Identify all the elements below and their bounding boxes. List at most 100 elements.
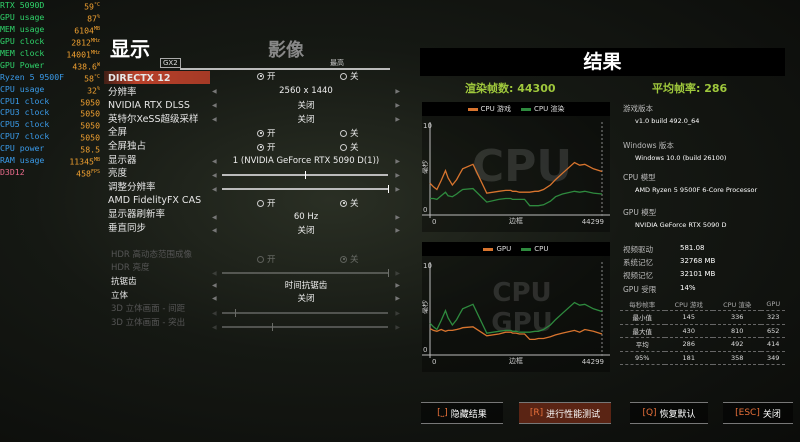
arrow-right-icon[interactable]: ▶ [395,226,400,234]
radio-on[interactable]: 开 [257,197,276,209]
on-off-toggle[interactable]: 开关 [212,253,400,265]
slider-handle[interactable] [388,269,389,277]
arrow-left-icon[interactable]: ◀ [212,269,217,277]
stereo-select[interactable]: ◀ 关闭 ▶ [212,292,400,304]
arrow-left-icon[interactable]: ◀ [212,309,217,317]
arrow-left-icon[interactable]: ◀ [212,157,217,165]
arrow-right-icon[interactable]: ▶ [395,281,400,289]
arrow-left-icon[interactable]: ◀ [212,281,217,289]
setting-label[interactable]: 全屏 [108,127,128,139]
run-benchmark-button[interactable]: [R] 进行性能测试 [519,402,611,424]
radio-off[interactable]: 关 [340,197,359,209]
slider-handle[interactable] [388,185,389,193]
dlss-select[interactable]: ◀ 关闭 ▶ [212,99,400,111]
arrow-left-icon[interactable]: ◀ [212,171,217,179]
radio-off[interactable]: 关 [340,70,359,82]
radio-on[interactable]: 开 [257,70,276,82]
setting-label[interactable]: NVIDIA RTX DLSS [108,100,190,112]
slider-handle[interactable] [235,309,237,317]
setting-label[interactable]: 英特尔XeSS超级采样 [108,113,199,125]
arrow-right-icon[interactable]: ▶ [395,115,400,123]
radio-on[interactable]: 开 [257,253,276,265]
setting-label[interactable]: 3D 立体画面 - 间距 [111,304,186,315]
setting-label[interactable]: 立体 [111,290,129,301]
on-off-toggle[interactable]: 开关 [212,141,400,153]
setting-label[interactable]: 分辨率 [108,86,137,98]
arrow-right-icon[interactable]: ▶ [395,294,400,302]
resolution-select[interactable]: ◀ 2560 x 1440 ▶ [212,85,400,97]
tab-display[interactable]: 显示 [110,37,150,61]
radio-off[interactable]: 关 [340,127,359,139]
setting-label[interactable]: HDR 亮度 [111,263,150,274]
x-axis-label: 边框 [509,356,523,365]
setting-label[interactable]: AMD FidelityFX CAS [108,195,202,207]
arrow-left-icon[interactable]: ◀ [212,226,217,234]
overlay-row: CPU7 clock 5050 [0,131,100,143]
arrow-left-icon[interactable]: ◀ [212,101,217,109]
setting-label[interactable]: 全屏独占 [108,140,147,152]
chart-legend: CPU 游戏 CPU 渲染 [422,102,610,116]
monitor-select[interactable]: ◀ 1 (NVIDIA GeForce RTX 5090 D(1)) ▶ [212,155,400,167]
hide-results-button[interactable]: [⎵] 隐藏结果 [421,402,503,424]
setting-label[interactable]: HDR 高动态范围成像 [111,249,193,260]
slider-track[interactable] [222,309,388,317]
arrow-right-icon[interactable]: ▶ [395,213,400,221]
table-row: 95% 181 358 349 [620,351,785,365]
radio-off[interactable]: 关 [340,141,359,153]
arrow-left-icon[interactable]: ◀ [212,213,217,221]
vsync-select[interactable]: ◀ 关闭 ▶ [212,224,400,236]
setting-label[interactable]: 显示器刷新率 [108,208,166,220]
series-line [429,161,603,194]
refresh-select[interactable]: ◀ 60 Hz ▶ [212,211,400,223]
setting-label[interactable]: 显示器 [108,154,137,166]
slider-handle[interactable] [305,171,306,179]
radio-off-label: 关 [350,255,359,265]
arrow-right-icon[interactable]: ▶ [395,87,400,95]
setting-label[interactable]: 3D 立体画面 - 突出 [111,317,186,328]
stereo-distance-slider[interactable]: ◀ ▶ [212,307,400,319]
arrow-left-icon[interactable]: ◀ [212,87,217,95]
brightness-slider[interactable]: ◀ ▶ [212,169,400,181]
slider-track[interactable] [222,269,389,277]
radio-on[interactable]: 开 [257,127,276,139]
resolution-scale-slider[interactable]: ◀ ▶ [212,183,400,195]
arrow-left-icon[interactable]: ◀ [212,115,217,123]
arrow-right-icon[interactable]: ▶ [395,157,400,165]
slider-track[interactable] [222,171,388,179]
setting-label[interactable] [108,235,201,249]
arrow-right-icon[interactable]: ▶ [395,101,400,109]
setting-label[interactable]: 亮度 [108,168,128,180]
arrow-left-icon[interactable]: ◀ [212,294,217,302]
antialiasing-select[interactable]: ◀ 时间抗锯齿 ▶ [212,279,400,291]
legend-label: CPU [534,245,549,253]
slider-track[interactable] [222,185,389,193]
setting-label[interactable]: 垂直同步 [108,222,147,234]
slider-track[interactable] [222,323,388,331]
on-off-toggle[interactable]: 开关 [212,197,400,209]
arrow-left-icon[interactable]: ◀ [212,323,217,331]
arrow-left-icon[interactable]: ◀ [212,185,217,193]
arrow-right-icon[interactable]: ▶ [395,269,400,277]
arrow-right-icon[interactable]: ▶ [395,323,400,331]
radio-off[interactable]: 关 [340,253,359,265]
slider-handle[interactable] [271,323,273,331]
restore-defaults-button[interactable]: [Q] 恢复默认 [630,402,708,424]
radio-icon [257,143,264,151]
overlay-number: 2812 [71,37,91,48]
close-button[interactable]: [ESC] 关闭 [723,402,793,424]
setting-label[interactable]: DIRECTX 12 [108,73,171,84]
setting-label[interactable]: 抗锯齿 [111,276,137,287]
xess-select[interactable]: ◀ 关闭 ▶ [212,113,400,125]
system-stat: GPU 受限 14% [623,284,783,295]
setting-label[interactable]: 调整分辨率 [108,181,156,193]
hdr-brightness-slider[interactable]: ◀ ▶ [212,267,400,279]
radio-off-label: 关 [350,143,359,153]
arrow-right-icon[interactable]: ▶ [395,309,400,317]
radio-on[interactable]: 开 [257,141,276,153]
on-off-toggle[interactable]: 开关 [212,127,400,139]
arrow-right-icon[interactable]: ▶ [395,171,400,179]
on-off-toggle[interactable]: 开关 [212,70,400,82]
stereo-pop-slider[interactable]: ◀ ▶ [212,321,400,333]
tab-image[interactable]: 影像 [268,40,304,61]
arrow-right-icon[interactable]: ▶ [395,185,400,193]
